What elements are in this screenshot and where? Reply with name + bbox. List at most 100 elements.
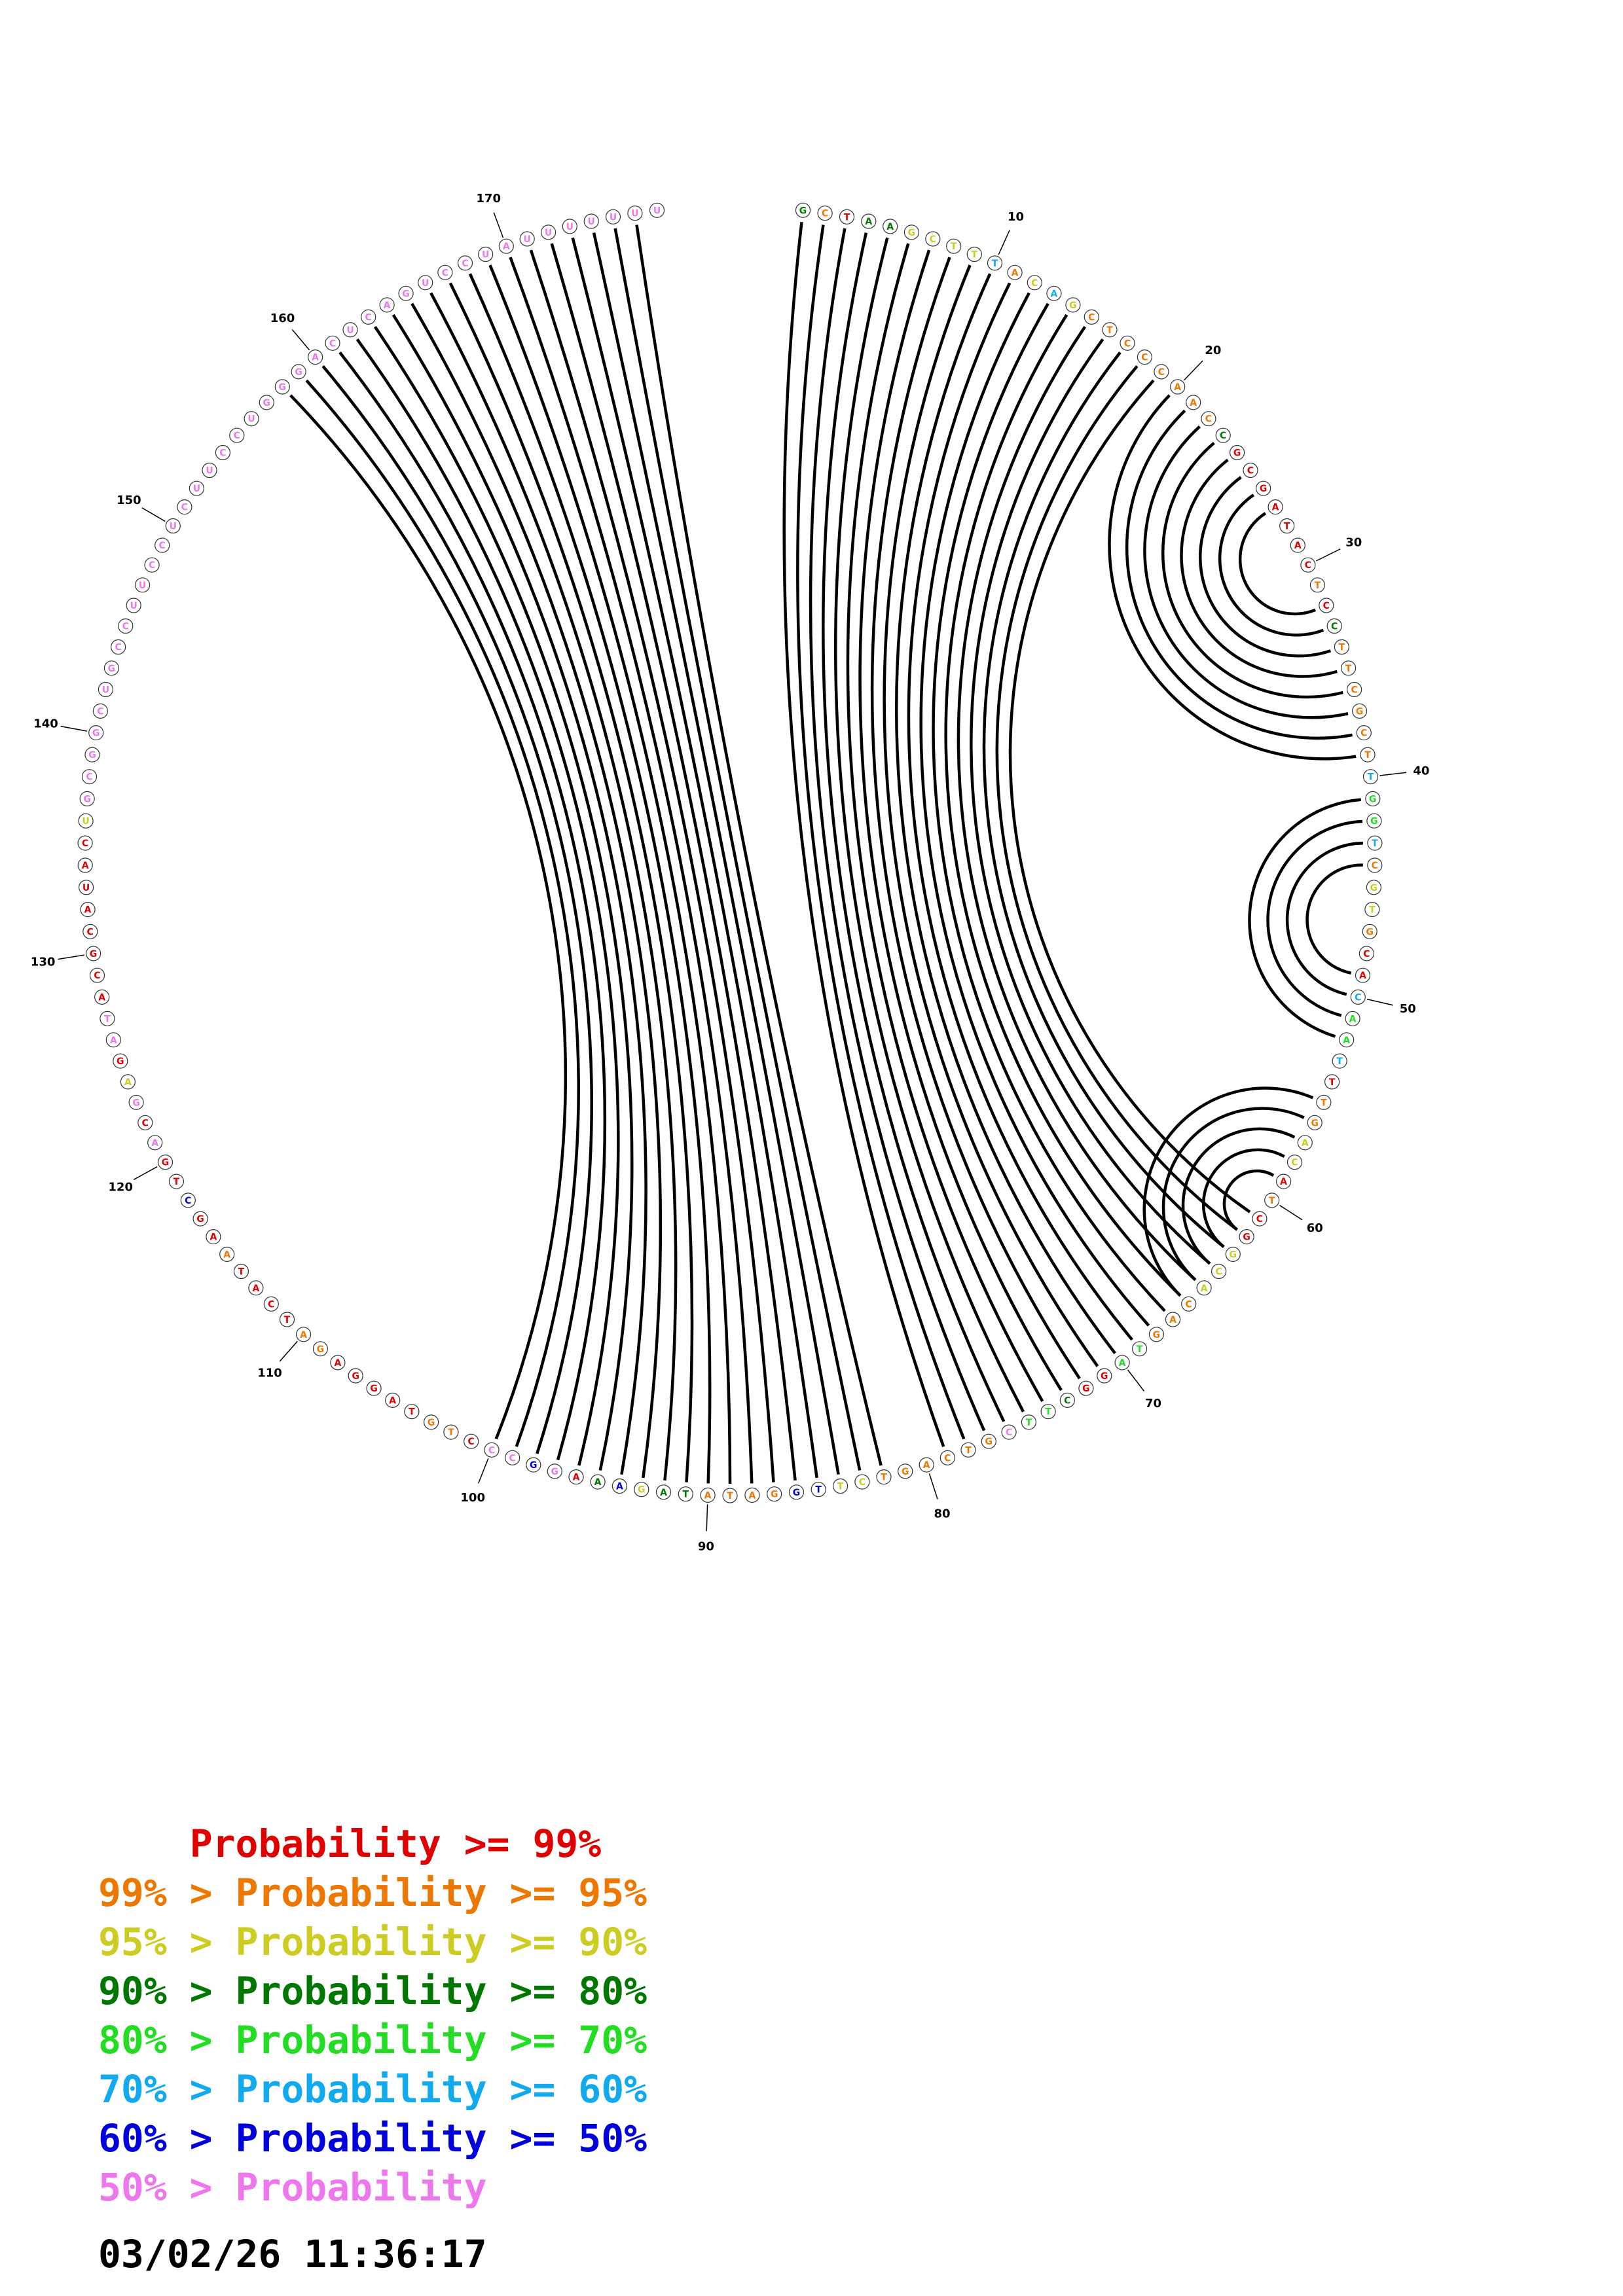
nucleotide-letter: U bbox=[422, 278, 429, 289]
nucleotide-circle bbox=[147, 1135, 163, 1151]
base-pair-arc bbox=[1161, 1107, 1305, 1282]
tick-label: 60 bbox=[1307, 1221, 1323, 1235]
nucleotide-letter: G bbox=[1370, 816, 1378, 827]
tick-mark bbox=[1127, 1369, 1145, 1391]
nucleotide-letter: A bbox=[384, 300, 391, 311]
tick-label: 120 bbox=[108, 1180, 133, 1194]
nucleotide-circle bbox=[1355, 967, 1371, 983]
nucleotide-circle bbox=[1148, 1327, 1165, 1342]
nucleotide-circle bbox=[423, 1414, 439, 1430]
base-pair-arc bbox=[846, 243, 1044, 1403]
nucleotide-letter: C bbox=[149, 560, 155, 571]
nucleotide-circle bbox=[478, 246, 494, 262]
nucleotide-circle bbox=[1365, 791, 1381, 807]
nucleotide-circle bbox=[526, 1457, 541, 1473]
nucleotide-letter: C bbox=[1305, 560, 1311, 571]
nucleotide-circle bbox=[1154, 364, 1169, 380]
base-pair-arc bbox=[782, 221, 945, 1448]
nucleotide-circle bbox=[105, 1032, 121, 1048]
nucleotide-circle bbox=[1279, 518, 1295, 534]
nucleotide-letter: A bbox=[223, 1249, 230, 1260]
nucleotide-letter: T bbox=[992, 259, 998, 269]
nucleotide-letter: A bbox=[503, 242, 510, 252]
nucleotide-circle bbox=[81, 769, 98, 785]
nucleotide-circle bbox=[655, 1484, 672, 1500]
nucleotide-letter: T bbox=[1372, 838, 1378, 849]
nucleotide-letter: C bbox=[1006, 1427, 1012, 1438]
nucleotide-letter: U bbox=[566, 222, 574, 232]
base-pair-arc bbox=[895, 273, 1116, 1354]
base-pair-arc bbox=[1125, 409, 1353, 740]
nucleotide-letter: G bbox=[1369, 794, 1377, 804]
legend-row: 80% > Probability >= 70% bbox=[98, 2016, 647, 2065]
nucleotide-circle bbox=[98, 681, 113, 698]
nucleotide-letter: T bbox=[1137, 1344, 1143, 1355]
tick-mark bbox=[493, 212, 504, 238]
base-pair-arc bbox=[1248, 798, 1361, 1038]
nucleotide-circle bbox=[1046, 285, 1062, 301]
nucleotide-letter: C bbox=[82, 838, 88, 849]
tick-label: 160 bbox=[270, 312, 295, 325]
nucleotide-circle bbox=[1215, 427, 1231, 443]
nucleotide-letter: G bbox=[1233, 448, 1241, 459]
nucleotide-letter: C bbox=[97, 706, 103, 717]
nucleotide-letter: C bbox=[1088, 312, 1095, 323]
nucleotide-circle bbox=[611, 1478, 628, 1494]
nucleotide-circle bbox=[744, 1487, 760, 1503]
nucleotide-letter: U bbox=[610, 212, 617, 223]
nucleotide-letter: C bbox=[365, 312, 372, 323]
nucleotide-circle bbox=[1229, 444, 1245, 461]
nucleotide-circle bbox=[1341, 660, 1357, 676]
nucleotide-circle bbox=[100, 1011, 115, 1026]
nucleotide-letter: G bbox=[985, 1437, 993, 1447]
nucleotide-letter: G bbox=[428, 1418, 435, 1428]
nucleotide-circle bbox=[1364, 901, 1380, 918]
nucleotide-letter: G bbox=[902, 1467, 909, 1477]
nucleotide-circle bbox=[80, 901, 96, 918]
nucleotide-letter: C bbox=[509, 1453, 516, 1463]
tick-mark bbox=[1183, 360, 1203, 381]
nucleotide-letter: U bbox=[545, 228, 552, 238]
nucleotide-letter: G bbox=[1153, 1330, 1161, 1340]
position-ticks: 10 20 30 40 50 60 70 80 90 100 110 120 130 140 150 160 1… bbox=[31, 192, 1430, 1553]
legend-text: Probability >= 90% bbox=[235, 1920, 647, 1964]
nucleotide-letter: C bbox=[329, 338, 336, 349]
nucleotide-letter: A bbox=[616, 1482, 623, 1492]
nucleotide-letter: A bbox=[886, 222, 894, 232]
nucleotide-circle bbox=[590, 1474, 606, 1490]
nucleotide-circle bbox=[398, 285, 414, 301]
nucleotide-letter: A bbox=[704, 1490, 712, 1501]
nucleotide-circle bbox=[817, 206, 833, 221]
legend-text: Probability >= 60% bbox=[235, 2067, 647, 2111]
base-pair-arc bbox=[796, 224, 966, 1440]
nucleotide-circle bbox=[1065, 297, 1081, 313]
nucleotide-letter: A bbox=[210, 1232, 217, 1243]
nucleotide-letter: C bbox=[181, 503, 188, 513]
nucleotide-letter: C bbox=[1331, 622, 1338, 632]
nucleotide-circle bbox=[1255, 480, 1271, 496]
nucleotide-circle bbox=[1120, 335, 1135, 351]
nucleotide-letter: T bbox=[238, 1267, 245, 1278]
nucleotide-letter: C bbox=[442, 268, 448, 278]
nucleotide-circle bbox=[348, 1368, 363, 1384]
tick-label: 100 bbox=[460, 1491, 485, 1505]
nucleotide-letter: A bbox=[1343, 1035, 1350, 1046]
nucleotide-circle bbox=[1007, 264, 1023, 280]
nucleotide-circle bbox=[1196, 1280, 1212, 1296]
nucleotide-letter: G bbox=[352, 1371, 359, 1382]
base-pair-arc bbox=[1108, 394, 1357, 761]
nucleotide-letter: G bbox=[295, 367, 302, 378]
nucleotide-letter: C bbox=[122, 622, 129, 632]
base-pair-arc bbox=[1180, 458, 1338, 678]
nucleotide-letter: A bbox=[312, 353, 319, 363]
nucleotide-letter: G bbox=[279, 382, 287, 393]
legend-row: Probability >= 99% bbox=[98, 1820, 647, 1869]
nucleotide-letter: C bbox=[1247, 466, 1254, 476]
nucleotide-letter: A bbox=[660, 1488, 667, 1498]
nucleotide-circle bbox=[1319, 598, 1334, 613]
base-pair-arc bbox=[321, 365, 593, 1454]
nucleotide-circle bbox=[379, 297, 395, 313]
nucleotide-letter: A bbox=[1050, 289, 1057, 299]
nucleotide-letter: A bbox=[865, 217, 872, 227]
nucleotide-circle bbox=[788, 1484, 805, 1500]
